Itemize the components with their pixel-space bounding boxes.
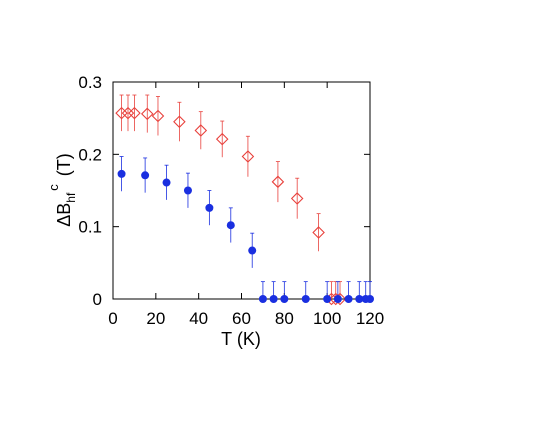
data-point-diamond — [215, 132, 229, 146]
data-point-diamond — [121, 106, 135, 120]
y-tick-label: 0 — [93, 290, 102, 309]
data-point-circle — [117, 169, 126, 178]
x-tick-label: 40 — [189, 309, 208, 328]
data-point-circle — [301, 295, 310, 303]
data-point-diamond — [151, 109, 165, 123]
data-point-diamond — [115, 106, 128, 120]
x-tick-label: 20 — [146, 309, 165, 328]
data-point-circle — [355, 295, 364, 303]
data-point-diamond — [194, 124, 208, 137]
y-tick-label: 0.2 — [78, 145, 102, 164]
data-point-circle — [280, 295, 289, 303]
x-tick-label: 120 — [356, 309, 384, 328]
x-tick-labels: 0 20 40 60 80 100 120 — [108, 309, 384, 328]
data-point-diamond — [128, 106, 141, 120]
data-point-diamond — [173, 115, 186, 129]
x-axis-label: T (K) — [221, 329, 261, 349]
data-point-circle — [248, 246, 257, 255]
data-point-diamond — [271, 175, 285, 189]
data-point-circle — [366, 295, 374, 303]
x-tick-label: 100 — [313, 309, 341, 328]
data-point-circle — [333, 295, 342, 303]
data-point-circle — [258, 295, 267, 303]
data-point-diamond — [140, 107, 154, 121]
y-axis-label-base: ΔB — [54, 203, 74, 227]
data-point-circle — [183, 186, 192, 195]
data-point-diamond — [241, 150, 255, 163]
error-bars — [119, 94, 372, 299]
x-tick-label: 60 — [232, 309, 251, 328]
data-point-diamond — [312, 226, 325, 239]
y-axis-label-subscript: hf — [64, 192, 78, 203]
y-axis-label-unit: (T) — [54, 153, 74, 176]
data-point-circle — [141, 171, 150, 180]
data-point-circle — [323, 295, 332, 303]
data-markers — [115, 106, 374, 306]
data-point-diamond — [290, 192, 304, 205]
y-axis-label-superscript: c — [46, 184, 61, 191]
x-tick-label: 0 — [108, 309, 117, 328]
y-tick-label: 0.1 — [78, 218, 102, 237]
data-point-circle — [269, 295, 278, 303]
y-tick-label: 0.3 — [78, 73, 102, 92]
data-point-circle — [205, 203, 214, 212]
y-axis-label: ΔBhfc (T) — [46, 153, 78, 227]
data-point-circle — [226, 221, 235, 230]
data-point-circle — [344, 295, 353, 303]
data-point-circle — [162, 178, 171, 187]
y-tick-labels: 0 0.1 0.2 0.3 — [78, 73, 102, 309]
svg-text:ΔBhfc(T): ΔBhfc (T) — [46, 153, 78, 227]
x-tick-label: 80 — [275, 309, 294, 328]
